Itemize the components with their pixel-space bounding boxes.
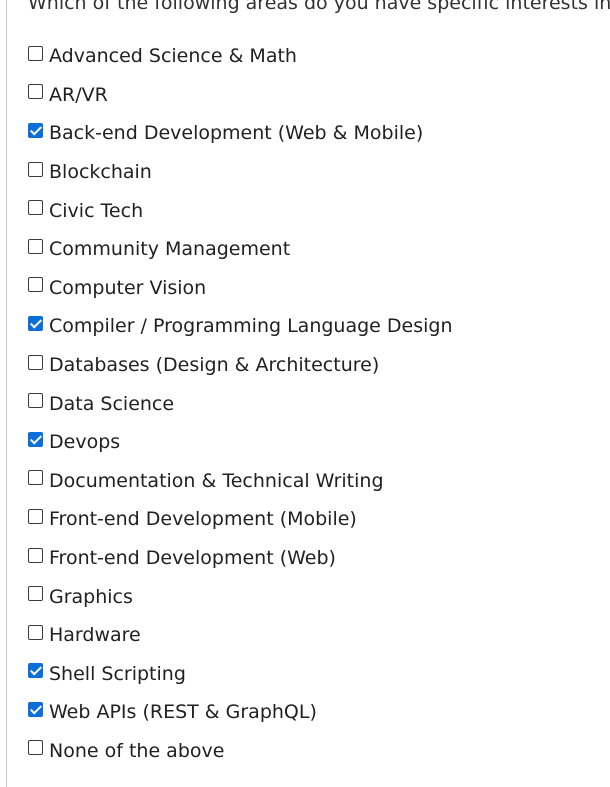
checkbox-unchecked[interactable] [28, 393, 43, 409]
checkbox-label[interactable]: Web APIs (REST & GraphQL) [49, 701, 317, 724]
checkbox-checked[interactable] [28, 663, 43, 679]
checkbox-option[interactable]: AR/VR [28, 76, 453, 115]
checkbox-option[interactable]: Shell Scripting [28, 655, 453, 694]
checkbox-label[interactable]: Civic Tech [49, 199, 144, 222]
checkbox-label[interactable]: Hardware [49, 624, 141, 647]
question-text: Which of the following areas do you have… [28, 0, 610, 14]
checkbox-unchecked[interactable] [28, 161, 43, 177]
checkbox-label[interactable]: Computer Vision [49, 276, 207, 299]
checkbox-option[interactable]: Devops [28, 423, 453, 462]
checkbox-unchecked[interactable] [28, 624, 43, 640]
checkbox-label[interactable]: Shell Scripting [49, 662, 186, 685]
checkbox-label[interactable]: Advanced Science & Math [49, 45, 297, 68]
checkbox-label[interactable]: Front-end Development (Mobile) [49, 508, 357, 531]
checkbox-label[interactable]: Databases (Design & Architecture) [49, 354, 380, 377]
checkbox-option[interactable]: Hardware [28, 616, 453, 655]
checkbox-unchecked[interactable] [28, 508, 43, 524]
checkbox-option[interactable]: Back-end Development (Web & Mobile) [28, 114, 453, 153]
checkbox-label[interactable]: Compiler / Programming Language Design [49, 315, 453, 338]
checkbox-label[interactable]: Data Science [49, 392, 175, 415]
form-left-border [6, 0, 7, 787]
checkbox-label[interactable]: AR/VR [49, 83, 108, 106]
checkbox-label[interactable]: Graphics [49, 585, 133, 608]
checkbox-unchecked[interactable] [28, 277, 43, 293]
checkbox-label[interactable]: Back-end Development (Web & Mobile) [49, 122, 424, 145]
checkbox-unchecked[interactable] [28, 84, 43, 100]
checkbox-checked[interactable] [28, 431, 43, 447]
checkbox-option[interactable]: Blockchain [28, 153, 453, 192]
checkbox-label[interactable]: Devops [49, 431, 121, 454]
checkbox-option[interactable]: Community Management [28, 230, 453, 269]
checkbox-option[interactable]: Graphics [28, 577, 453, 616]
checkbox-option[interactable]: Civic Tech [28, 191, 453, 230]
checkbox-unchecked[interactable] [28, 238, 43, 254]
checkbox-label[interactable]: Front-end Development (Web) [49, 547, 336, 570]
checkbox-unchecked[interactable] [28, 470, 43, 486]
checkbox-option[interactable]: Computer Vision [28, 269, 453, 308]
checkbox-label[interactable]: Blockchain [49, 161, 152, 184]
checkbox-unchecked[interactable] [28, 200, 43, 216]
checkbox-option[interactable]: Compiler / Programming Language Design [28, 307, 453, 346]
checkbox-label[interactable]: Documentation & Technical Writing [49, 469, 384, 492]
checkbox-checked[interactable] [28, 701, 43, 717]
checkbox-option[interactable]: Documentation & Technical Writing [28, 462, 453, 501]
checkbox-option[interactable]: Front-end Development (Web) [28, 539, 453, 578]
checkbox-label[interactable]: Community Management [49, 238, 291, 261]
checkbox-unchecked[interactable] [28, 547, 43, 563]
checkbox-checked[interactable] [28, 122, 43, 138]
checkbox-unchecked[interactable] [28, 45, 43, 61]
checkbox-option[interactable]: Web APIs (REST & GraphQL) [28, 693, 453, 732]
checkbox-unchecked[interactable] [28, 354, 43, 370]
checkbox-option[interactable]: Data Science [28, 384, 453, 423]
checkbox-unchecked[interactable] [28, 586, 43, 602]
checkbox-label[interactable]: None of the above [49, 739, 225, 762]
checkbox-option[interactable]: Advanced Science & Math [28, 37, 453, 76]
checkbox-option[interactable]: Databases (Design & Architecture) [28, 346, 453, 385]
checkbox-checked[interactable] [28, 315, 43, 331]
question-title: Which of the following areas do you have… [28, 0, 610, 15]
checkbox-unchecked[interactable] [28, 740, 43, 756]
interest-checkbox-list: Advanced Science & Math AR/VR Back-end Dev… [28, 37, 453, 770]
checkbox-option[interactable]: Front-end Development (Mobile) [28, 500, 453, 539]
checkbox-option[interactable]: None of the above [28, 732, 453, 771]
